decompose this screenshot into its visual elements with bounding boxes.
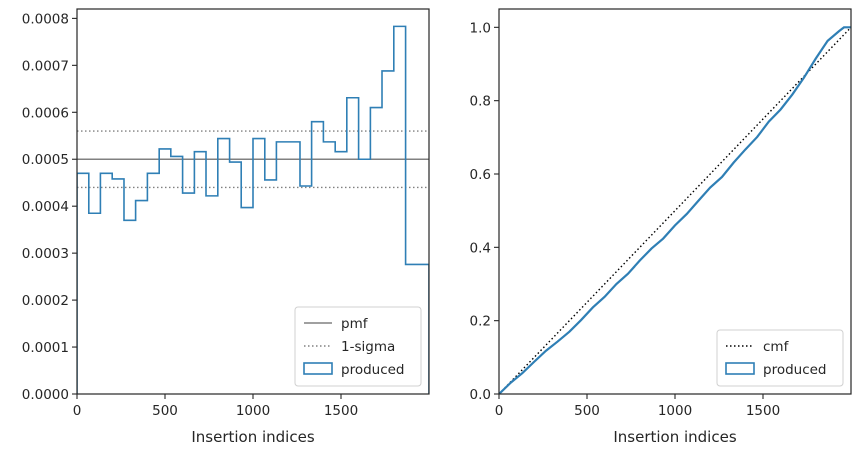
x-axis-label: Insertion indices (191, 428, 314, 446)
x-tick-label: 1000 (236, 403, 270, 419)
legend: pmf 1-sigma produced (294, 306, 422, 387)
right-plot-cmf: 0 500 1000 1500 0.0 0.2 0.4 0.6 0.8 1.0 Insertion … (470, 8, 852, 446)
legend-swatch-produced (725, 362, 755, 375)
y-tick-label: 0.0 (470, 387, 491, 403)
legend-label: produced (341, 362, 405, 378)
y-tick-label: 1.0 (470, 20, 491, 36)
y-tick-label: 0.0004 (22, 199, 69, 215)
y-tick-label: 0.4 (470, 240, 491, 256)
legend-label: 1-sigma (341, 339, 395, 355)
legend: cmf produced (716, 329, 844, 387)
cmf-line (499, 26, 851, 394)
legend-label: cmf (763, 339, 790, 355)
legend-box (716, 329, 844, 387)
y-tick-label: 0.0000 (22, 387, 69, 403)
y-tick-label: 0.0005 (22, 152, 69, 168)
left-plot-pmf-histogram: 0 500 1000 1500 0.0000 0.0001 0.0002 0.0003 0.00… (22, 8, 430, 446)
x-tick-label: 0 (73, 403, 82, 419)
produced-histogram-step (77, 25, 429, 394)
x-tick-label: 1500 (324, 403, 358, 419)
x-axis-label: Insertion indices (613, 428, 736, 446)
y-tick-label: 0.0008 (22, 11, 69, 27)
y-tick-label: 0.2 (470, 314, 491, 330)
plot-area (77, 25, 429, 394)
y-tick-label: 0.0007 (22, 58, 69, 74)
y-tick-label: 0.6 (470, 167, 491, 183)
x-tick-label: 500 (574, 403, 600, 419)
y-tick-label: 0.8 (470, 94, 491, 110)
y-tick-label: 0.0003 (22, 246, 69, 262)
legend-label: pmf (341, 316, 369, 332)
legend-box (294, 306, 422, 387)
produced-cumulative-line (499, 26, 851, 394)
x-tick-label: 1500 (746, 403, 780, 419)
x-tick-label: 0 (495, 403, 504, 419)
plot-area (499, 26, 851, 394)
y-tick-label: 0.0002 (22, 293, 69, 309)
legend-label: produced (763, 362, 827, 378)
x-tick-label: 1000 (658, 403, 692, 419)
y-tick-label: 0.0001 (22, 340, 69, 356)
legend-swatch-produced (303, 362, 333, 375)
y-tick-label: 0.0006 (22, 105, 69, 121)
x-tick-label: 500 (152, 403, 178, 419)
